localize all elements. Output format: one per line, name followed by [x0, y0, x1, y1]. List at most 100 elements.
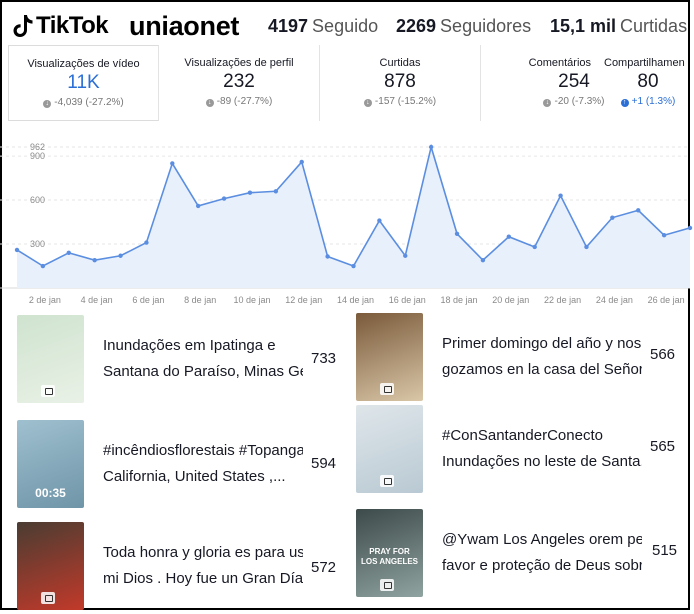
video-item-1[interactable]: Inundações em Ipatinga e Santana do Paraí…	[17, 315, 337, 405]
data-point[interactable]	[144, 240, 149, 245]
video-title: Inundações em Ipatinga e Santana do Paraí…	[103, 337, 303, 380]
data-point[interactable]	[558, 193, 563, 198]
data-point[interactable]	[325, 254, 330, 259]
chart-area	[17, 147, 690, 288]
metric-delta: ↓ -20 (-7.3%)	[511, 96, 637, 107]
video-item-5[interactable]: Toda honra y gloria es para ustedmi Dios…	[17, 522, 337, 612]
data-point[interactable]	[14, 247, 20, 253]
x-tick-label: 24 de jan	[596, 295, 633, 305]
x-tick-label: 8 de jan	[184, 295, 216, 305]
data-point[interactable]	[247, 190, 253, 195]
x-tick-label: 16 de jan	[389, 295, 426, 305]
x-tick-label: 2 de jan	[29, 295, 61, 305]
data-point[interactable]	[454, 231, 460, 236]
metric-title: Visualizações de vídeo	[27, 58, 140, 70]
video-item-2[interactable]: Primer domingo del año y nos gozamos en l…	[356, 313, 676, 403]
data-point[interactable]	[195, 203, 201, 209]
data-point[interactable]	[40, 263, 46, 269]
video-view-count: 566	[650, 346, 676, 363]
data-point[interactable]	[687, 225, 693, 231]
following-stat[interactable]: 4197 Seguido	[268, 16, 378, 37]
metric-card-profile-views[interactable]: Visualizações de perfil 232 ↓ -89 (-27.7%…	[159, 45, 320, 121]
thumbnail-overlay-text: PRAY FOR LOS ANGELES	[360, 547, 419, 566]
metric-title: Visualizações de perfil	[184, 57, 294, 69]
metric-title: Curtidas	[379, 57, 421, 69]
data-point[interactable]	[428, 144, 434, 150]
video-title: Primer domingo del año y nos gozamos en l…	[442, 335, 642, 378]
metric-value: 254	[558, 71, 590, 92]
data-point[interactable]	[584, 244, 589, 250]
followers-count: 2269	[396, 16, 437, 36]
gallery-icon	[41, 592, 55, 604]
following-label: Seguido	[312, 16, 379, 36]
metric-delta: ↓ -157 (-15.2%)	[320, 96, 480, 107]
data-point[interactable]	[480, 257, 486, 263]
data-point[interactable]	[92, 257, 97, 263]
data-point[interactable]	[610, 215, 615, 220]
video-view-count: 565	[650, 438, 676, 455]
data-point[interactable]	[66, 250, 71, 256]
video-view-count: 594	[311, 455, 337, 472]
data-point[interactable]	[636, 208, 641, 213]
metric-delta: ↓ -4,039 (-27.2%)	[9, 97, 158, 108]
metric-card-likes[interactable]: Curtidas 878 ↓ -157 (-15.2%)	[320, 45, 481, 121]
logo-text: TikTok	[36, 12, 109, 39]
y-tick-label: 600	[30, 195, 45, 205]
data-point[interactable]	[351, 263, 356, 269]
video-view-count: 515	[652, 542, 678, 559]
data-point[interactable]	[377, 218, 382, 223]
data-point[interactable]	[221, 196, 227, 201]
video-thumbnail[interactable]	[17, 315, 84, 403]
x-tick-label: 12 de jan	[285, 295, 322, 305]
video-view-count: 572	[311, 559, 337, 576]
metric-card-shares[interactable]: Compartilhamen 80 ↑ +1 (1.3%)	[604, 45, 690, 121]
tiktok-logo[interactable]: TikTok	[12, 12, 109, 40]
arrow-down-icon: ↓	[205, 99, 214, 107]
metric-card-comments[interactable]: Comentários 254 ↓ -20 (-7.3%)	[481, 45, 607, 121]
video-duration: 00:35	[35, 486, 66, 500]
metric-value: 80	[637, 71, 659, 92]
data-point[interactable]	[532, 244, 537, 250]
data-point[interactable]	[299, 159, 304, 165]
x-tick-label: 4 de jan	[81, 295, 113, 305]
video-thumbnail[interactable]	[356, 313, 423, 401]
arrow-down-icon: ↓	[43, 100, 52, 108]
metric-value: 11K	[67, 72, 100, 93]
video-thumbnail[interactable]: 00:35	[17, 420, 84, 508]
gallery-icon	[380, 579, 394, 591]
metric-title: Comentários	[528, 57, 591, 69]
x-tick-label: 26 de jan	[648, 295, 685, 305]
metric-delta: ↑ +1 (1.3%)	[604, 96, 690, 107]
metric-cards: Visualizações de vídeo 11K ↓ -4,039 (-27.…	[8, 45, 692, 123]
x-tick-label: 18 de jan	[441, 295, 478, 305]
video-title: @Ywam Los Angeles orem pelo favor e prote…	[442, 531, 642, 574]
profile-header: TikTok uniaonet 4197 Seguido 2269 Seguidor…	[0, 0, 694, 50]
metric-delta: ↓ -89 (-27.7%)	[159, 96, 319, 107]
video-title: Toda honra y gloria es para ustedmi Dios…	[103, 544, 303, 587]
following-count: 4197	[268, 16, 309, 36]
video-item-6[interactable]: PRAY FOR LOS ANGELES @Ywam Los Angeles o…	[356, 509, 678, 599]
video-view-count: 733	[311, 350, 337, 367]
followers-label: Seguidores	[440, 16, 532, 36]
video-thumbnail[interactable]	[356, 405, 423, 493]
arrow-up-icon: ↑	[620, 99, 629, 107]
video-item-3[interactable]: 00:35 #incêndiosflorestais #Topanga Calif…	[17, 420, 337, 510]
video-thumbnail[interactable]: PRAY FOR LOS ANGELES	[356, 509, 423, 597]
gallery-icon	[380, 383, 394, 395]
video-title: #incêndiosflorestais #Topanga California,…	[103, 442, 303, 485]
data-point[interactable]	[170, 161, 175, 166]
data-point[interactable]	[273, 189, 279, 194]
gallery-icon	[380, 475, 394, 487]
data-point[interactable]	[118, 253, 123, 258]
followers-stat[interactable]: 2269 Seguidores	[396, 16, 531, 37]
data-point[interactable]	[661, 233, 667, 238]
video-thumbnail[interactable]	[17, 522, 84, 610]
data-point[interactable]	[506, 234, 512, 239]
metric-card-video-views[interactable]: Visualizações de vídeo 11K ↓ -4,039 (-27.…	[8, 45, 159, 121]
y-tick-label: 900	[30, 151, 45, 161]
video-title: #ConSantanderConecto Inundações no leste …	[442, 427, 642, 470]
video-item-4[interactable]: #ConSantanderConecto Inundações no leste …	[356, 405, 676, 495]
data-point[interactable]	[403, 253, 408, 258]
